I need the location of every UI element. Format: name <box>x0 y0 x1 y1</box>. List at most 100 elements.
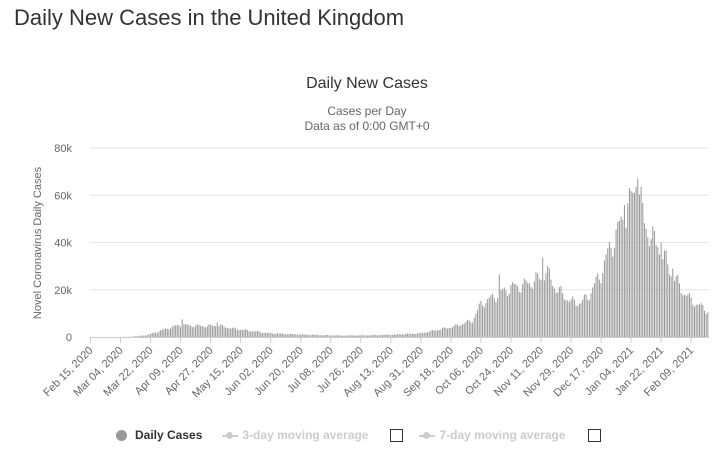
bar <box>305 334 307 337</box>
bar <box>331 335 333 337</box>
bar <box>667 264 669 337</box>
bar <box>590 293 592 337</box>
bar <box>433 330 435 337</box>
bar <box>582 299 584 337</box>
bar <box>565 300 567 337</box>
daily-cases-marker-icon <box>116 429 127 441</box>
bar <box>290 333 292 337</box>
bar <box>588 300 590 337</box>
bar <box>660 242 662 337</box>
bar <box>657 247 659 337</box>
bar <box>470 322 472 337</box>
chart-subtitle-line-1: Cases per Day <box>327 104 406 118</box>
bar <box>602 273 604 337</box>
bar <box>173 325 175 337</box>
y-tick-label: 60k <box>54 190 72 202</box>
bar <box>286 334 288 337</box>
bar <box>235 328 237 337</box>
bar <box>213 325 215 337</box>
bar <box>430 330 432 337</box>
bar <box>233 327 235 337</box>
bar <box>328 335 330 337</box>
bar <box>206 326 208 337</box>
bar <box>422 332 424 337</box>
bar <box>478 303 480 337</box>
bar <box>463 323 465 337</box>
bar <box>538 278 540 337</box>
bar <box>680 293 682 337</box>
bar <box>522 284 524 337</box>
bar <box>627 203 629 337</box>
legend-item-3-day-average[interactable]: 3-day moving average <box>222 428 368 442</box>
3-day-average-checkbox[interactable] <box>390 428 404 442</box>
bar <box>518 291 520 337</box>
bar <box>442 327 444 337</box>
bar <box>568 301 570 337</box>
bar <box>135 336 137 337</box>
bar <box>695 304 697 337</box>
bar <box>513 283 515 337</box>
bar <box>140 335 142 337</box>
bar <box>640 186 642 337</box>
legend-label: Daily Cases <box>135 428 203 442</box>
bar <box>585 294 587 337</box>
bar <box>138 335 140 337</box>
bar <box>485 302 487 337</box>
bar <box>587 299 589 337</box>
bar <box>703 310 706 337</box>
bar <box>467 319 469 337</box>
bar <box>532 288 534 337</box>
y-tick-label: 0 <box>66 332 72 344</box>
bar <box>628 188 630 337</box>
bar <box>371 335 374 337</box>
bar <box>405 333 407 337</box>
bar <box>156 332 158 337</box>
bar <box>376 335 379 337</box>
bar <box>296 334 298 337</box>
bar <box>315 334 317 337</box>
bar <box>420 332 422 337</box>
bar <box>557 292 559 337</box>
bar <box>343 335 345 337</box>
bar <box>191 326 193 337</box>
bar <box>226 327 228 337</box>
bar <box>291 334 293 337</box>
bar <box>488 297 490 337</box>
bar <box>205 327 207 337</box>
bar <box>358 335 360 337</box>
bar <box>475 313 477 337</box>
bar <box>597 273 599 337</box>
bar <box>236 329 238 337</box>
legend-item-7-day-average[interactable]: 7-day moving average <box>419 428 566 442</box>
bar <box>647 237 649 337</box>
bar <box>620 216 622 337</box>
bar <box>153 332 155 337</box>
bar <box>432 330 434 337</box>
bar <box>535 272 537 337</box>
legend-item-daily-cases[interactable]: Daily Cases <box>116 428 202 442</box>
bar <box>457 324 459 337</box>
bar <box>643 223 645 337</box>
7-day-average-checkbox[interactable] <box>587 428 601 442</box>
bar <box>400 334 402 337</box>
y-axis-title: Novel Coronavirus Daily Cases <box>32 166 44 319</box>
bar <box>385 334 387 337</box>
bar <box>652 226 654 337</box>
bar <box>301 334 303 337</box>
bar <box>533 281 535 337</box>
bar <box>622 219 624 337</box>
bar <box>271 333 273 337</box>
bar <box>220 324 222 337</box>
bar <box>190 325 192 337</box>
bar <box>613 248 615 337</box>
bar <box>363 335 365 337</box>
bar <box>185 323 187 337</box>
bar <box>136 336 138 337</box>
bar <box>528 283 530 337</box>
bar <box>633 192 635 337</box>
bar <box>345 335 347 337</box>
bar <box>577 306 579 337</box>
bar <box>133 336 135 337</box>
bar <box>275 333 277 337</box>
